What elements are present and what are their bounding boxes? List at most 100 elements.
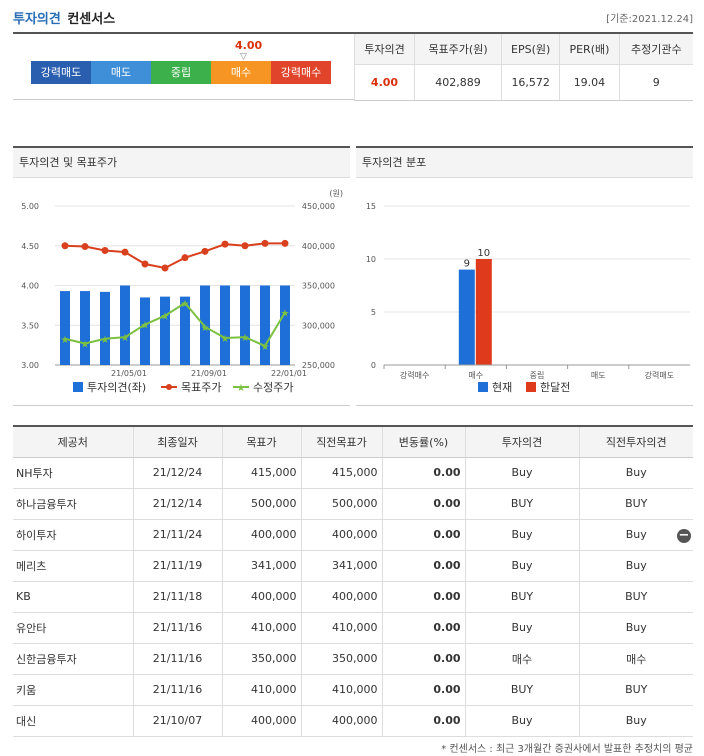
adjusted-price-line — [64, 301, 286, 348]
cell-date: 21/11/18 — [132, 581, 222, 613]
category-label: 매수 — [468, 371, 483, 380]
adjusted-price-point: ★ — [141, 320, 150, 331]
cell-target: 400,000 — [221, 519, 301, 551]
col-target: 목표가 — [221, 425, 301, 458]
legend-current-swatch — [478, 382, 488, 392]
cell-provider: 하나금융투자 — [13, 488, 133, 520]
target-price-point — [81, 243, 89, 251]
cell-change-rate: 0.00 — [381, 705, 465, 737]
right-tick-label: 400,000 — [302, 242, 335, 251]
summary-header: 추정기관수 — [618, 34, 693, 65]
adjusted-price-point: ★ — [121, 333, 130, 344]
legend-adjusted-swatch: ★ — [237, 383, 246, 394]
consensus-summary-table: 투자의견 목표주가(원) EPS(원) PER(배) 추정기관수 4.00 40… — [354, 34, 693, 101]
scale-neutral: 중립 — [151, 61, 211, 84]
adjusted-price-point: ★ — [101, 335, 110, 346]
broker-opinion-table: 제공처 최종일자 목표가 직전목표가 변동률(%) 투자의견 직전투자의견 NH… — [13, 425, 693, 737]
cell-prev-target: 400,000 — [300, 581, 382, 613]
summary-header: 투자의견 — [354, 34, 415, 65]
cell-opinion: BUY — [464, 488, 579, 520]
section-header: 투자의견 컨센서스 [기준:2021.12.24] — [13, 8, 693, 30]
target-price-point — [281, 239, 289, 247]
legend-adjusted-label: 수정주가 — [253, 381, 293, 394]
legend-target-label: 목표주가 — [181, 381, 221, 394]
left-tick-label: 4.00 — [21, 282, 39, 291]
cell-opinion: 매수 — [464, 643, 579, 675]
cell-target: 400,000 — [221, 705, 301, 737]
cell-change-rate: 0.00 — [381, 519, 465, 551]
current-bar — [458, 269, 475, 365]
cell-prev-opinion: BUY — [578, 674, 693, 706]
data-label: 9 — [464, 259, 470, 270]
chart1-title: 투자의견 및 목표주가 — [13, 148, 350, 178]
right-tick-label: 250,000 — [302, 361, 335, 370]
target-price-point — [261, 239, 269, 247]
cell-target: 500,000 — [221, 488, 301, 520]
category-label: 강력매도 — [645, 370, 674, 380]
collapse-row-icon[interactable]: − — [677, 528, 691, 543]
cell-opinion: BUY — [464, 581, 579, 613]
opinion-bar — [280, 285, 290, 365]
adjusted-price-point: ★ — [241, 333, 250, 344]
target-price-point — [121, 248, 129, 256]
legend-opinion-swatch — [73, 382, 83, 392]
cell-prev-target: 410,000 — [300, 674, 382, 706]
base-date: [기준:2021.12.24] — [606, 14, 693, 25]
opinion-bar — [160, 296, 170, 365]
cell-opinion: Buy — [464, 519, 579, 551]
target-price-point — [101, 247, 109, 255]
table-row: KB 21/11/18 400,000 400,000 0.00 BUY BUY — [13, 581, 693, 613]
adjusted-price-point: ★ — [61, 335, 70, 346]
opinion-target-chart: 5.00 450,000 4.50 400,000 4.00 350,000 3.50 300… — [21, 189, 343, 394]
target-price-point — [61, 242, 69, 250]
cell-target: 410,000 — [221, 674, 301, 706]
col-prev-opinion: 직전투자의견 — [578, 425, 693, 458]
cell-target: 400,000 — [221, 581, 301, 613]
col-change-rate: 변동률(%) — [381, 425, 465, 458]
cell-date: 21/11/16 — [132, 612, 222, 644]
summary-opinion: 4.00 — [354, 64, 415, 101]
data-label: 10 — [477, 248, 490, 259]
table-row: 하이투자 21/11/24 400,000 400,000 0.00 Buy Buy — [13, 519, 693, 551]
col-prev-target: 직전목표가 — [300, 425, 382, 458]
cell-prev-opinion: Buy — [578, 519, 693, 551]
summary-eps: 16,572 — [501, 64, 560, 101]
opinion-scale: 4.00 ▽ 강력매도 매도 중립 매수 강력매수 — [13, 34, 354, 100]
target-price-point — [221, 240, 229, 248]
cell-date: 21/12/24 — [132, 457, 222, 489]
opinion-value: 4.00 — [235, 39, 263, 52]
cell-prev-opinion: BUY — [578, 581, 693, 613]
target-price-line — [64, 242, 285, 270]
section-subtitle: 컨센서스 — [67, 12, 116, 27]
cell-change-rate: 0.00 — [381, 550, 465, 582]
cell-prev-opinion: Buy — [578, 550, 693, 582]
table-row: 대신 21/10/07 400,000 400,000 0.00 Buy Buy — [13, 705, 693, 737]
target-price-point — [201, 247, 209, 255]
adjusted-price-point: ★ — [181, 299, 190, 310]
footnote: * 컨센서스 : 최근 3개월간 증권사에서 발표한 추정치의 평균 — [441, 744, 693, 755]
cell-change-rate: 0.00 — [381, 612, 465, 644]
cell-date: 21/11/16 — [132, 674, 222, 706]
cell-date: 21/11/24 — [132, 519, 222, 551]
section-title: 투자의견 — [13, 12, 61, 27]
cell-prev-target: 500,000 — [300, 488, 382, 520]
scale-buy: 매수 — [211, 61, 271, 84]
x-tick-label: 22/01/01 — [271, 369, 307, 378]
x-tick-label: 21/09/01 — [191, 369, 227, 378]
opinion-bar — [200, 285, 210, 365]
cell-target: 410,000 — [221, 612, 301, 644]
cell-opinion: Buy — [464, 550, 579, 582]
table-row: NH투자 21/12/24 415,000 415,000 0.00 Buy Buy — [13, 457, 693, 489]
legend-prev-swatch — [526, 382, 536, 392]
cell-date: 21/12/14 — [132, 488, 222, 520]
cell-prev-opinion: BUY — [578, 488, 693, 520]
col-provider: 제공처 — [13, 425, 133, 458]
legend-opinion-label: 투자의견(좌) — [87, 381, 146, 394]
adjusted-price-point: ★ — [161, 312, 170, 323]
opinion-bar — [120, 285, 130, 365]
cell-change-rate: 0.00 — [381, 674, 465, 706]
cell-prev-target: 415,000 — [300, 457, 382, 489]
left-tick-label: 3.00 — [21, 361, 39, 370]
opinion-marker-icon: ▽ — [240, 52, 247, 62]
summary-per: 19.04 — [559, 64, 620, 101]
